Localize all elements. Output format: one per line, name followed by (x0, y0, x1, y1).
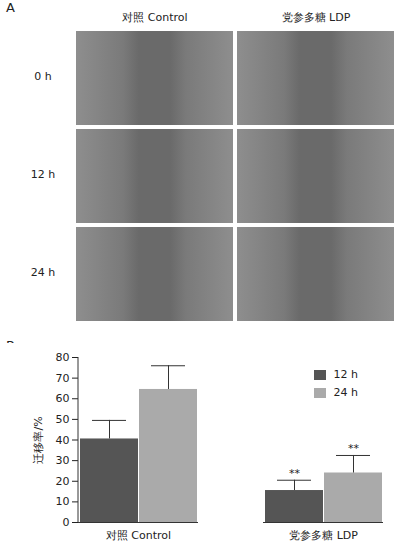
html-text:12 h: 12 h (333, 368, 358, 381)
svg-text:60: 60 (56, 392, 70, 405)
svg-text:10: 10 (56, 495, 70, 508)
html-text:A: A (6, 0, 15, 15)
svg-text:**: ** (348, 442, 360, 455)
html-text:B: B (6, 338, 15, 353)
html-text:党参多糖 LDP: 党参多糖 LDP (281, 11, 351, 24)
html-text:24 h: 24 h (333, 386, 358, 399)
svg-text:20: 20 (56, 475, 70, 488)
svg-text:**: ** (289, 467, 301, 480)
svg-text:40: 40 (56, 434, 70, 447)
svg-text:80: 80 (56, 351, 70, 364)
svg-text:70: 70 (56, 372, 70, 385)
html-text:12 h: 12 h (30, 168, 56, 181)
svg-text:迁移率/%: 迁移率/% (32, 416, 45, 463)
svg-text:30: 30 (56, 454, 70, 467)
html-text:0 h: 0 h (34, 70, 52, 83)
html-text:对照 Control: 对照 Control (122, 11, 188, 24)
svg-text:50: 50 (56, 413, 70, 426)
html-text:24 h: 24 h (30, 266, 56, 279)
svg-text:对照 Control: 对照 Control (106, 529, 171, 542)
svg-text:0: 0 (63, 516, 70, 529)
svg-text:党参多糖 LDP: 党参多糖 LDP (289, 529, 358, 542)
